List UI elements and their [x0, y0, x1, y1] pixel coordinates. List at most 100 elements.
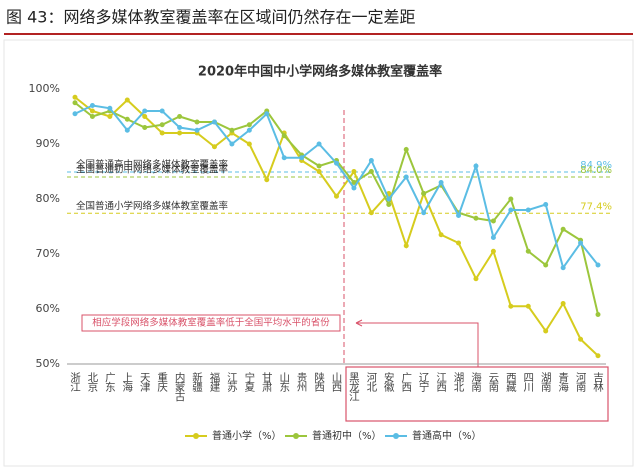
x-tick-label: 云南 [487, 372, 499, 392]
point [473, 276, 479, 282]
point [211, 144, 217, 150]
point [595, 312, 601, 317]
point [142, 108, 148, 114]
point [543, 202, 549, 207]
x-tick-label: 重庆 [156, 371, 168, 393]
reference-label: 全国普通初中网络多媒体教室覆盖率 [76, 164, 229, 176]
point [316, 141, 322, 147]
point [316, 169, 322, 174]
annotation-box [81, 314, 341, 332]
point [403, 243, 409, 249]
y-tick-label: 70% [36, 247, 60, 260]
x-tick-label: 辽宁 [418, 372, 430, 392]
x-tick-label: 湖北 [453, 372, 465, 392]
point [438, 180, 444, 185]
highlight-box [345, 366, 609, 422]
legend-marker [193, 433, 199, 439]
point [334, 193, 339, 199]
point [560, 301, 566, 306]
y-tick-label: 100% [29, 82, 60, 95]
annotation: 相应学段网络多媒体教室覆盖率低于全国平均水平的省份 [92, 317, 330, 329]
x-tick-label: 甘肃 [261, 371, 273, 393]
point [72, 94, 78, 100]
point [351, 169, 357, 174]
legend-marker [293, 433, 299, 439]
x-tick-label: 黑龙江 [348, 372, 360, 401]
x-tick-label: 河南 [575, 372, 587, 392]
x-tick-label: 江西 [435, 372, 447, 392]
point [508, 196, 514, 202]
point [386, 202, 392, 207]
reference-value: 84.0% [580, 165, 612, 176]
header-title: 图 43：网络多媒体教室覆盖率在区域间仍然存在一定差距 [6, 8, 415, 27]
point [281, 155, 287, 161]
point [107, 105, 113, 111]
x-tick-label: 浙江 [69, 372, 81, 392]
point [508, 207, 514, 213]
x-tick-label: 山东 [278, 372, 290, 392]
x-tick-label: 福建 [208, 371, 220, 393]
point [403, 174, 409, 180]
point [368, 158, 374, 163]
y-tick-label: 50% [36, 357, 60, 370]
point [456, 240, 462, 246]
y-tick-label: 90% [36, 137, 60, 150]
x-tick-label: 宁夏 [243, 371, 255, 392]
point [578, 240, 584, 246]
point [508, 303, 514, 309]
x-tick-label: 广西 [400, 372, 412, 392]
point [368, 210, 374, 216]
point [473, 215, 479, 221]
chart-title: 2020年中国中小学网络多媒体教室覆盖率 [198, 64, 442, 80]
legend-marker [393, 433, 399, 439]
x-tick-label: 湖南 [540, 372, 552, 392]
reference-value: 77.4% [580, 201, 612, 212]
point [264, 111, 270, 117]
point [281, 133, 287, 139]
x-tick-label: 广东 [104, 372, 116, 392]
point [560, 226, 566, 232]
point [490, 235, 496, 240]
point [246, 127, 252, 133]
point [560, 265, 566, 271]
point [421, 210, 427, 216]
point [159, 108, 165, 114]
x-tick-label: 青海 [557, 371, 569, 393]
point [351, 185, 357, 191]
point [229, 141, 235, 147]
x-tick-label: 贵州 [296, 371, 308, 392]
x-tick-label: 内蒙古 [174, 371, 186, 402]
point [421, 191, 427, 196]
x-tick-label: 河北 [365, 372, 377, 392]
point [177, 125, 183, 130]
point [107, 114, 113, 119]
point [246, 122, 252, 128]
point [386, 196, 392, 202]
point [211, 119, 217, 125]
point [124, 127, 130, 133]
point [473, 163, 479, 169]
x-tick-label: 北京 [86, 372, 98, 393]
x-tick-label: 海南 [470, 371, 482, 392]
point [89, 114, 95, 119]
point [316, 163, 322, 169]
point [334, 160, 339, 166]
point [177, 130, 183, 136]
point [525, 303, 531, 309]
point [124, 116, 130, 122]
x-tick-label: 江苏 [226, 372, 238, 393]
point [525, 248, 531, 254]
point [264, 177, 270, 183]
point [72, 100, 78, 106]
point [543, 262, 549, 268]
reference-value: 84.9% [580, 160, 612, 171]
point [438, 232, 444, 238]
point [142, 125, 148, 130]
point [299, 155, 305, 161]
annotation-arrow [355, 319, 479, 367]
x-tick-label: 天津 [139, 372, 151, 393]
point [89, 108, 95, 114]
point [159, 122, 165, 128]
point [177, 114, 183, 119]
